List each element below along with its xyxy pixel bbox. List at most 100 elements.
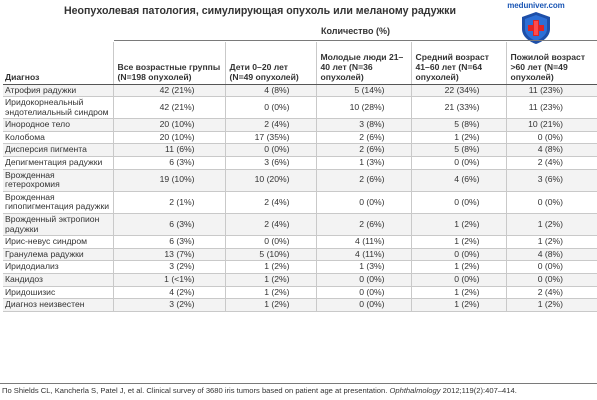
column-header-diagnosis: Диагноз	[3, 42, 113, 85]
group-header-underline	[114, 40, 597, 41]
value-cell: 19 (10%)	[112, 169, 225, 192]
value-cell: 5 (8%)	[410, 143, 506, 158]
diagnosis-cell: Инородное тело	[3, 118, 113, 132]
table-row: Гранулема радужки 13 (7%) 5 (10%) 4 (11%) 0 …	[3, 248, 597, 262]
table-row: Врожденная гипопигментация радужки 2 (1%)…	[3, 191, 597, 215]
value-cell: 17 (35%)	[224, 131, 316, 145]
value-cell: 0 (0%)	[505, 273, 597, 287]
value-cell: 1 (2%)	[224, 286, 316, 300]
value-cell: 0 (0%)	[315, 191, 411, 215]
value-cell: 2 (4%)	[224, 118, 316, 132]
source-citation: По Shields CL, Kancherla S, Patel J, et …	[2, 386, 597, 395]
value-cell: 1 (<1%)	[112, 273, 225, 287]
diagnosis-cell: Дисперсия пигмента	[3, 143, 113, 158]
value-cell: 1 (2%)	[224, 260, 316, 274]
table-row: Инородное тело 20 (10%) 2 (4%) 3 (8%) 5 (8%)…	[3, 118, 597, 132]
value-cell: 2 (6%)	[315, 143, 411, 158]
value-cell: 4 (6%)	[410, 169, 506, 192]
source-text: По Shields CL, Kancherla S, Patel J, et …	[2, 386, 390, 395]
value-cell: 6 (3%)	[112, 156, 225, 170]
logo-text: meduniver.com	[507, 1, 565, 10]
value-cell: 20 (10%)	[112, 118, 225, 132]
table-row: Диагноз неизвестен 3 (2%) 1 (2%) 0 (0%) 1 (2…	[3, 298, 597, 312]
value-cell: 2 (4%)	[224, 191, 316, 215]
value-cell: 11 (23%)	[505, 96, 597, 120]
diagnosis-cell: Иридодиализ	[3, 260, 113, 274]
value-cell: 1 (2%)	[410, 235, 506, 249]
value-cell: 0 (0%)	[505, 191, 597, 215]
medical-shield-icon	[522, 12, 550, 44]
value-cell: 1 (2%)	[410, 260, 506, 274]
value-cell: 0 (0%)	[315, 298, 411, 312]
value-cell: 1 (2%)	[505, 213, 597, 237]
table-row: Депигментация радужки 6 (3%) 3 (6%) 1 (3%) 0…	[3, 156, 597, 170]
diagnosis-cell: Диагноз неизвестен	[3, 298, 113, 312]
value-cell: 2 (4%)	[224, 213, 316, 237]
value-cell: 10 (21%)	[505, 118, 597, 132]
table-row: Кандидоз 1 (<1%) 1 (2%) 0 (0%) 0 (0%) 0 (0%)	[3, 273, 597, 287]
diagnosis-cell: Гранулема радужки	[3, 248, 113, 262]
value-cell: 20 (10%)	[112, 131, 225, 145]
value-cell: 22 (34%)	[410, 84, 506, 98]
column-header-middle-age: Средний возраст 41–60 лет (N=64 опухолей…	[410, 42, 506, 85]
value-cell: 2 (6%)	[315, 131, 411, 145]
value-cell: 4 (8%)	[505, 248, 597, 262]
table-row: Дисперсия пигмента 11 (6%) 0 (0%) 2 (6%) 5 (…	[3, 143, 597, 158]
column-header-all-ages: Все возрастные группы (N=198 опухолей)	[112, 42, 225, 85]
group-header: Количество (%)	[321, 26, 390, 36]
value-cell: 2 (1%)	[112, 191, 225, 215]
value-cell: 0 (0%)	[410, 273, 506, 287]
value-cell: 2 (4%)	[505, 156, 597, 170]
value-cell: 11 (23%)	[505, 84, 597, 98]
diagnosis-cell: Депигментация радужки	[3, 156, 113, 170]
page-title: Неопухолевая патология, симулирующая опу…	[64, 5, 456, 17]
value-cell: 1 (2%)	[224, 298, 316, 312]
source-divider	[0, 383, 597, 384]
value-cell: 4 (11%)	[315, 235, 411, 249]
value-cell: 5 (10%)	[224, 248, 316, 262]
column-header-children: Дети 0–20 лет (N=49 опухолей)	[224, 42, 316, 85]
meduniver-logo[interactable]: meduniver.com	[502, 1, 597, 46]
value-cell: 3 (8%)	[315, 118, 411, 132]
value-cell: 3 (2%)	[112, 260, 225, 274]
diagnosis-cell: Иридошизис	[3, 286, 113, 300]
diagnosis-cell: Колобома	[3, 131, 113, 145]
table-row: Колобома 20 (10%) 17 (35%) 2 (6%) 1 (2%) 0 (0…	[3, 131, 597, 145]
value-cell: 5 (8%)	[410, 118, 506, 132]
value-cell: 0 (0%)	[410, 191, 506, 215]
value-cell: 1 (3%)	[315, 156, 411, 170]
value-cell: 1 (2%)	[410, 131, 506, 145]
diagnosis-cell: Ирис-невус синдром	[3, 235, 113, 249]
diagnosis-cell: Врожденная гетерохромия	[3, 169, 113, 192]
value-cell: 2 (6%)	[315, 213, 411, 237]
table-body: Атрофия радужки 42 (21%) 4 (8%) 5 (14%) 22 (…	[3, 84, 597, 312]
value-cell: 21 (33%)	[410, 96, 506, 120]
value-cell: 3 (6%)	[224, 156, 316, 170]
value-cell: 0 (0%)	[410, 248, 506, 262]
value-cell: 10 (20%)	[224, 169, 316, 192]
value-cell: 6 (3%)	[112, 235, 225, 249]
table-row: Иридодиализ 3 (2%) 1 (2%) 1 (3%) 1 (2%) 0 (0%…	[3, 260, 597, 274]
value-cell: 1 (2%)	[505, 235, 597, 249]
value-cell: 4 (11%)	[315, 248, 411, 262]
value-cell: 1 (2%)	[410, 286, 506, 300]
value-cell: 0 (0%)	[315, 286, 411, 300]
value-cell: 1 (3%)	[315, 260, 411, 274]
value-cell: 0 (0%)	[505, 131, 597, 145]
value-cell: 11 (6%)	[112, 143, 225, 158]
value-cell: 42 (21%)	[112, 96, 225, 120]
value-cell: 0 (0%)	[224, 96, 316, 120]
diagnosis-cell: Иридокорнеальный эндотелиальный синдром	[3, 96, 113, 120]
column-header-elderly: Пожилой возраст >60 лет (N=49 опухолей)	[505, 42, 597, 85]
value-cell: 4 (8%)	[224, 84, 316, 98]
value-cell: 6 (3%)	[112, 213, 225, 237]
value-cell: 0 (0%)	[224, 235, 316, 249]
diagnosis-cell: Врожденная гипопигментация радужки	[3, 191, 113, 215]
diagnosis-cell: Врожденный эктропион радужки	[3, 213, 113, 237]
column-header-young-adults: Молодые люди 21–40 лет (N=36 опухолей)	[315, 42, 411, 85]
value-cell: 13 (7%)	[112, 248, 225, 262]
value-cell: 1 (2%)	[410, 213, 506, 237]
diagnosis-table: Диагноз Все возрастные группы (N=198 опу…	[3, 42, 597, 312]
table-row: Атрофия радужки 42 (21%) 4 (8%) 5 (14%) 22 (…	[3, 84, 597, 98]
table-row: Врожденная гетерохромия 19 (10%) 10 (20%) 2…	[3, 169, 597, 192]
